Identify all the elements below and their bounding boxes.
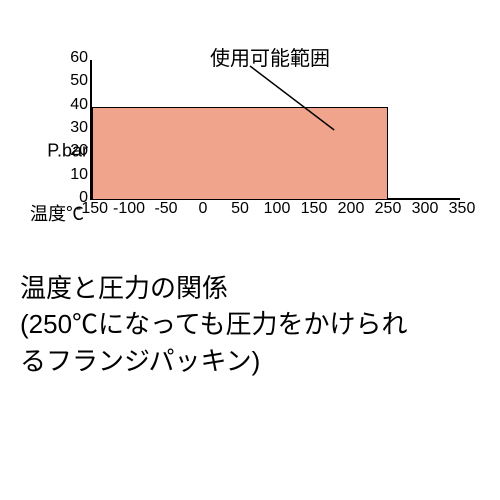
y-tick: 30 [70, 119, 92, 137]
caption-line: 温度と圧力の関係 [20, 270, 407, 306]
x-tick: 50 [231, 198, 249, 218]
chart-plot: P.bar 温度℃ 0102030405060-150-100-50050100… [90, 60, 460, 200]
y-tick: 40 [70, 96, 92, 114]
x-tick: 0 [199, 198, 208, 218]
x-tick: -150 [76, 198, 108, 218]
x-tick: -100 [113, 198, 145, 218]
y-tick: 60 [70, 49, 92, 67]
x-tick: 250 [375, 198, 402, 218]
x-tick: 100 [264, 198, 291, 218]
x-tick: 200 [338, 198, 365, 218]
caption: 温度と圧力の関係(250℃になっても圧力をかけられるフランジパッキン) [20, 270, 407, 379]
caption-line: (250℃になっても圧力をかけられ [20, 306, 407, 342]
x-tick: 350 [449, 198, 476, 218]
y-tick: 50 [70, 72, 92, 90]
x-tick: 150 [301, 198, 328, 218]
y-tick: 10 [70, 166, 92, 184]
caption-line: るフランジパッキン) [20, 343, 407, 379]
x-tick: 300 [412, 198, 439, 218]
figure: { "chart": { "type": "area", "plot": { "… [0, 0, 500, 500]
legend-label: 使用可能範囲 [210, 42, 330, 71]
x-tick: -50 [154, 198, 177, 218]
y-tick: 20 [70, 142, 92, 160]
usable-range-region [92, 107, 388, 200]
